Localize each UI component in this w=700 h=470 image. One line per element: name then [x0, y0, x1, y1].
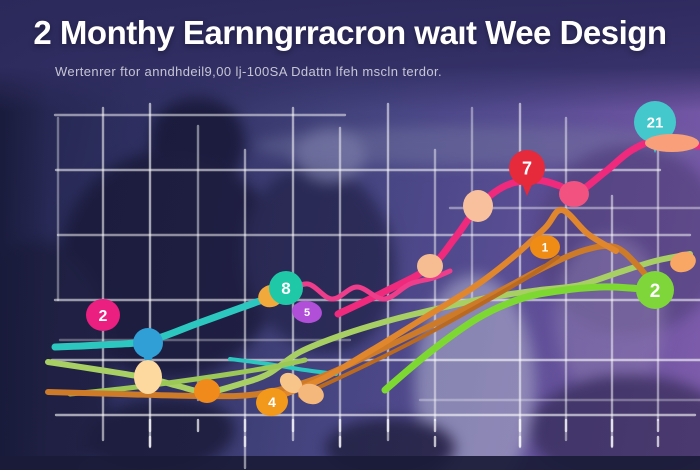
page-title: 2 Monthy Earnngrracron waıt Wee Design — [33, 14, 667, 51]
line-series-green-cross — [67, 357, 308, 397]
header-band — [0, 0, 700, 112]
marker-label: 2 — [650, 281, 661, 302]
marker-label: 1 — [542, 240, 549, 254]
marker-label: 5 — [304, 307, 310, 319]
data-point-marker — [559, 181, 589, 207]
data-point-marker — [134, 360, 162, 394]
data-point-marker-5: 5 — [292, 300, 322, 324]
data-point-marker-2: 2 — [86, 299, 120, 331]
data-point-marker-1: 1 — [530, 235, 560, 259]
data-point-marker — [279, 372, 303, 394]
header: 2 Monthy Earnngrracron waıt Wee Design W… — [0, 0, 700, 79]
marker-label: 2 — [99, 308, 108, 325]
line-series-orange-thin — [298, 255, 560, 398]
line-series-magenta-wiggle — [283, 268, 453, 302]
line-series-lime-green — [381, 283, 656, 394]
data-point-marker — [133, 328, 163, 368]
data-point-marker — [298, 383, 324, 405]
marker-label: 4 — [268, 394, 276, 410]
page-subtitle: Wertenrer ftor anndhdeil9,00 lj-100SA Dd… — [55, 64, 442, 79]
data-point-marker-7: 7 — [509, 150, 545, 196]
data-point-marker-8: 8 — [269, 271, 303, 305]
line-series-teal-short — [228, 357, 338, 376]
data-point-marker — [463, 190, 493, 222]
bottom-band — [0, 456, 700, 470]
data-point-marker — [645, 134, 699, 152]
data-point-marker — [194, 379, 220, 403]
data-point-marker-4: 4 — [256, 387, 288, 417]
marker-label: 21 — [647, 114, 664, 131]
data-point-marker — [670, 251, 696, 273]
marker-label: 7 — [522, 158, 532, 178]
data-point-marker — [417, 254, 443, 278]
line-series-orange-upper — [265, 207, 619, 403]
marker-label: 8 — [281, 279, 290, 298]
data-point-marker-2: 2 — [636, 271, 674, 309]
